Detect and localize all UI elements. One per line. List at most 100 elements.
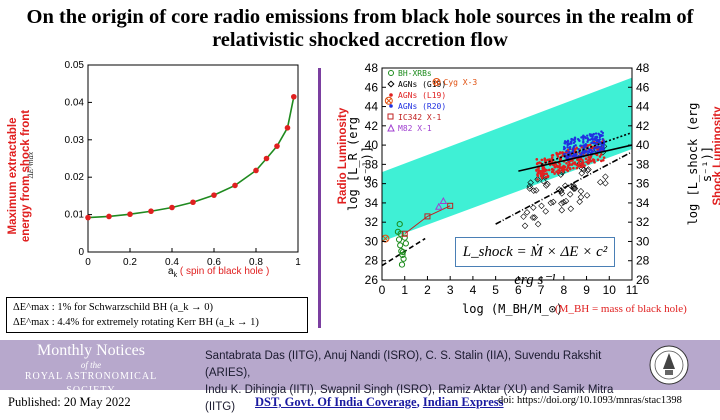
bh-xrb-point [400, 255, 407, 262]
agn-g19-point [560, 199, 567, 206]
left-x-tick-label: 0.6 [207, 257, 221, 268]
agn-r20-point [600, 130, 603, 133]
agn-l19-point [540, 158, 544, 162]
legend-label: IC342 X-1 [398, 113, 442, 122]
agn-l19-point [558, 151, 562, 154]
energy-point [190, 199, 196, 206]
left-x-tick-label: 1 [295, 257, 301, 268]
energy-point [148, 208, 154, 215]
agn-l19-point [580, 165, 584, 168]
agn-l19-point [566, 164, 570, 167]
legend-label: AGNs (L19) [398, 91, 446, 100]
left-y-tick-label: 0.05 [65, 60, 85, 71]
legend-marker [388, 70, 394, 76]
legend-marker [389, 104, 393, 108]
agn-l19-point [545, 172, 548, 175]
dst-coverage-link[interactable]: DST, Govt. Of India Coverage [255, 395, 417, 409]
agn-r20-point [573, 153, 577, 157]
agn-r20-point [592, 150, 595, 153]
agn-g19-point [577, 193, 585, 201]
agn-r20-point [593, 147, 596, 151]
ic342-point [424, 213, 431, 220]
agn-l19-point [559, 157, 563, 161]
institute-emblem-icon [649, 345, 689, 385]
agn-r20-point [601, 148, 605, 151]
right-y-tick-label-left: 42 [365, 119, 379, 133]
agn-l19-point [556, 155, 560, 158]
right-x-tick-label: 7 [538, 283, 545, 297]
right-x-tick-label: 0 [379, 283, 386, 297]
left-chart-xlabel: ak ( spin of black hole ) [168, 266, 269, 279]
published-date: Published: 20 May 2022 [8, 395, 131, 409]
agn-r20-point [573, 136, 577, 139]
doi-link[interactable]: doi: https://doi.org/10.1093/mnras/stac1… [498, 395, 682, 406]
bh-xrb-point [399, 251, 406, 259]
agn-r20-point [586, 137, 590, 141]
bh-xrb-point [397, 242, 404, 249]
agn-g19-point [580, 166, 588, 173]
agn-g19-point [540, 177, 547, 185]
agn-l19-point [570, 163, 574, 166]
right-x-tick-label: 11 [626, 283, 639, 297]
agn-g19-point [521, 222, 529, 230]
indian-express-link[interactable]: Indian Express [422, 395, 504, 409]
agn-r20-point [570, 140, 573, 143]
right-y-tick-label-right: 34 [636, 196, 650, 210]
right-y-tick-label-right: 36 [636, 177, 650, 191]
agn-l19-point [568, 166, 572, 170]
agn-l19-point [566, 169, 570, 173]
agn-l19-point [596, 158, 600, 162]
journal-society: ROYAL ASTRONOMICAL SOCIETY [24, 371, 158, 396]
right-y-tick-label-left: 38 [365, 157, 379, 171]
radio-luminosity-axis-label: log [L_R (erg s⁻¹)] [346, 117, 374, 211]
energy-point [253, 167, 259, 174]
shock-luminosity-axis-label: log [L_shock (erg s⁻¹)] [686, 102, 714, 226]
agn-r20-point [601, 138, 604, 141]
bh-xrb-point [396, 221, 403, 228]
legend-marker [387, 113, 394, 120]
left-chart-xlabel-prefix: a [168, 266, 174, 277]
legend-label: AGNs (G19) [398, 80, 446, 89]
right-y-tick-label-right: 38 [636, 157, 650, 171]
legend-marker [389, 93, 393, 97]
agn-l19-point [548, 158, 552, 161]
agn-r20-point [586, 134, 589, 137]
shock-luminosity-label: Shock Luminosity [712, 106, 720, 206]
agn-l19-point [553, 172, 556, 175]
author-list: Santabrata Das (IITG), Anuj Nandi (ISRO)… [205, 348, 625, 416]
agn-r20-point [595, 146, 598, 149]
legend-label: M82 X-1 [398, 124, 432, 133]
left-plot-frame [87, 64, 299, 253]
right-y-tick-label-left: 34 [365, 196, 379, 210]
agn-r20-point [589, 148, 592, 152]
right-y-tick-label-left: 40 [365, 138, 379, 152]
right-y-tick-label-right: 28 [636, 254, 650, 268]
energy-point [85, 214, 91, 221]
author-band [0, 340, 720, 390]
left-chart-xlabel-sub: k [173, 272, 178, 279]
agn-g19-point [558, 200, 565, 207]
agn-g19-point [527, 179, 534, 186]
cyg-x3-label: Cyg X-3 [444, 78, 478, 87]
agn-r20-point [581, 150, 584, 154]
agn-l19-point [541, 166, 545, 170]
right-chart-xlabel: log (M_BH/M_⊙) [462, 302, 564, 316]
agn-g19-point [542, 208, 549, 215]
agn-r20-point [592, 133, 595, 136]
agn-r20-point [566, 139, 570, 143]
right-plot-frame [381, 67, 633, 281]
bh-xrb-point [398, 261, 406, 268]
agn-r20-point [602, 140, 606, 143]
bh-xrb-point [401, 234, 408, 241]
agn-g19-point [523, 209, 531, 216]
legend-label: BH-XRBs [398, 69, 432, 78]
ic342-line [404, 205, 451, 235]
agn-g19-point [547, 199, 555, 207]
note-schwarzschild: ΔE^max : 1% for Schwarzschild BH (a_k → … [13, 302, 214, 313]
legend-marker [387, 123, 395, 132]
agn-l19-point [602, 156, 606, 159]
agn-l19-point [578, 162, 581, 166]
agn-r20-point [597, 132, 600, 135]
right-y-tick-label-left: 30 [365, 234, 379, 248]
right-x-tick-label: 6 [515, 283, 522, 297]
